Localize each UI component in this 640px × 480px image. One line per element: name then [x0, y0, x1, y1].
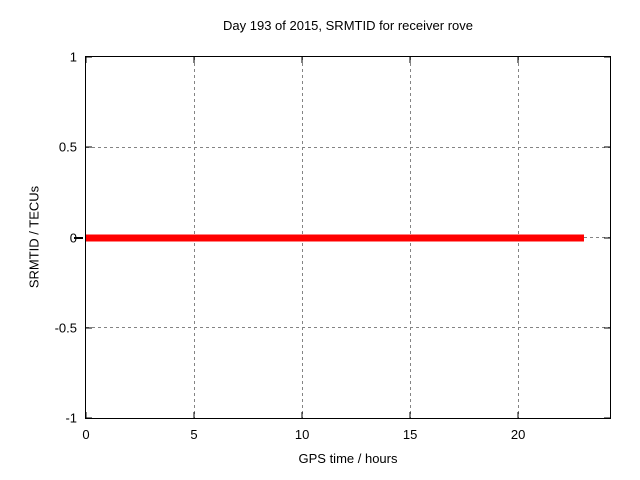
y-tick-label: 1	[69, 49, 77, 65]
x-tick-mark	[85, 57, 87, 63]
x-tick-mark	[193, 412, 195, 418]
data-series-srmtid	[86, 234, 585, 241]
zero-tick-outer-dash	[74, 236, 83, 239]
y-tick-mark	[86, 417, 92, 419]
y-tick-label: -1	[65, 410, 77, 426]
x-tick-label: 0	[82, 427, 90, 442]
x-tick-label: 5	[190, 427, 198, 442]
y-tick-mark	[604, 56, 610, 58]
x-tick-mark	[517, 57, 519, 63]
y-tick-mark	[604, 417, 610, 419]
x-axis-label: GPS time / hours	[298, 451, 398, 466]
y-tick-mark	[604, 237, 610, 238]
x-tick-label: 15	[402, 427, 418, 442]
y-axis-label: SRMTID / TECUs	[26, 185, 42, 289]
y-tick-label: 0.5	[58, 139, 77, 155]
x-tick-label: 20	[510, 427, 526, 442]
y-tick-mark	[604, 146, 610, 148]
y-tick-mark	[86, 327, 92, 329]
plot-area: 0 5 10 15 20 1 0.5 0 -0.5 -1	[55, 50, 611, 442]
y-tick-mark	[86, 56, 92, 58]
y-tick-mark	[86, 146, 92, 148]
y-tick-mark	[604, 327, 610, 329]
x-tick-mark	[193, 57, 195, 63]
x-tick-mark	[301, 57, 303, 63]
y-tick-label: 0	[70, 230, 77, 245]
chart-title: Day 193 of 2015, SRMTID for receiver rov…	[223, 18, 473, 33]
x-tick-mark	[301, 412, 303, 418]
x-tick-mark	[409, 57, 411, 63]
y-gridline	[86, 146, 610, 148]
y-tick-label: -0.5	[54, 320, 77, 336]
x-tick-label: 10	[294, 427, 310, 442]
y-gridline	[86, 327, 610, 329]
x-tick-mark	[517, 412, 519, 418]
x-tick-mark	[85, 412, 87, 418]
x-tick-mark	[409, 412, 411, 418]
